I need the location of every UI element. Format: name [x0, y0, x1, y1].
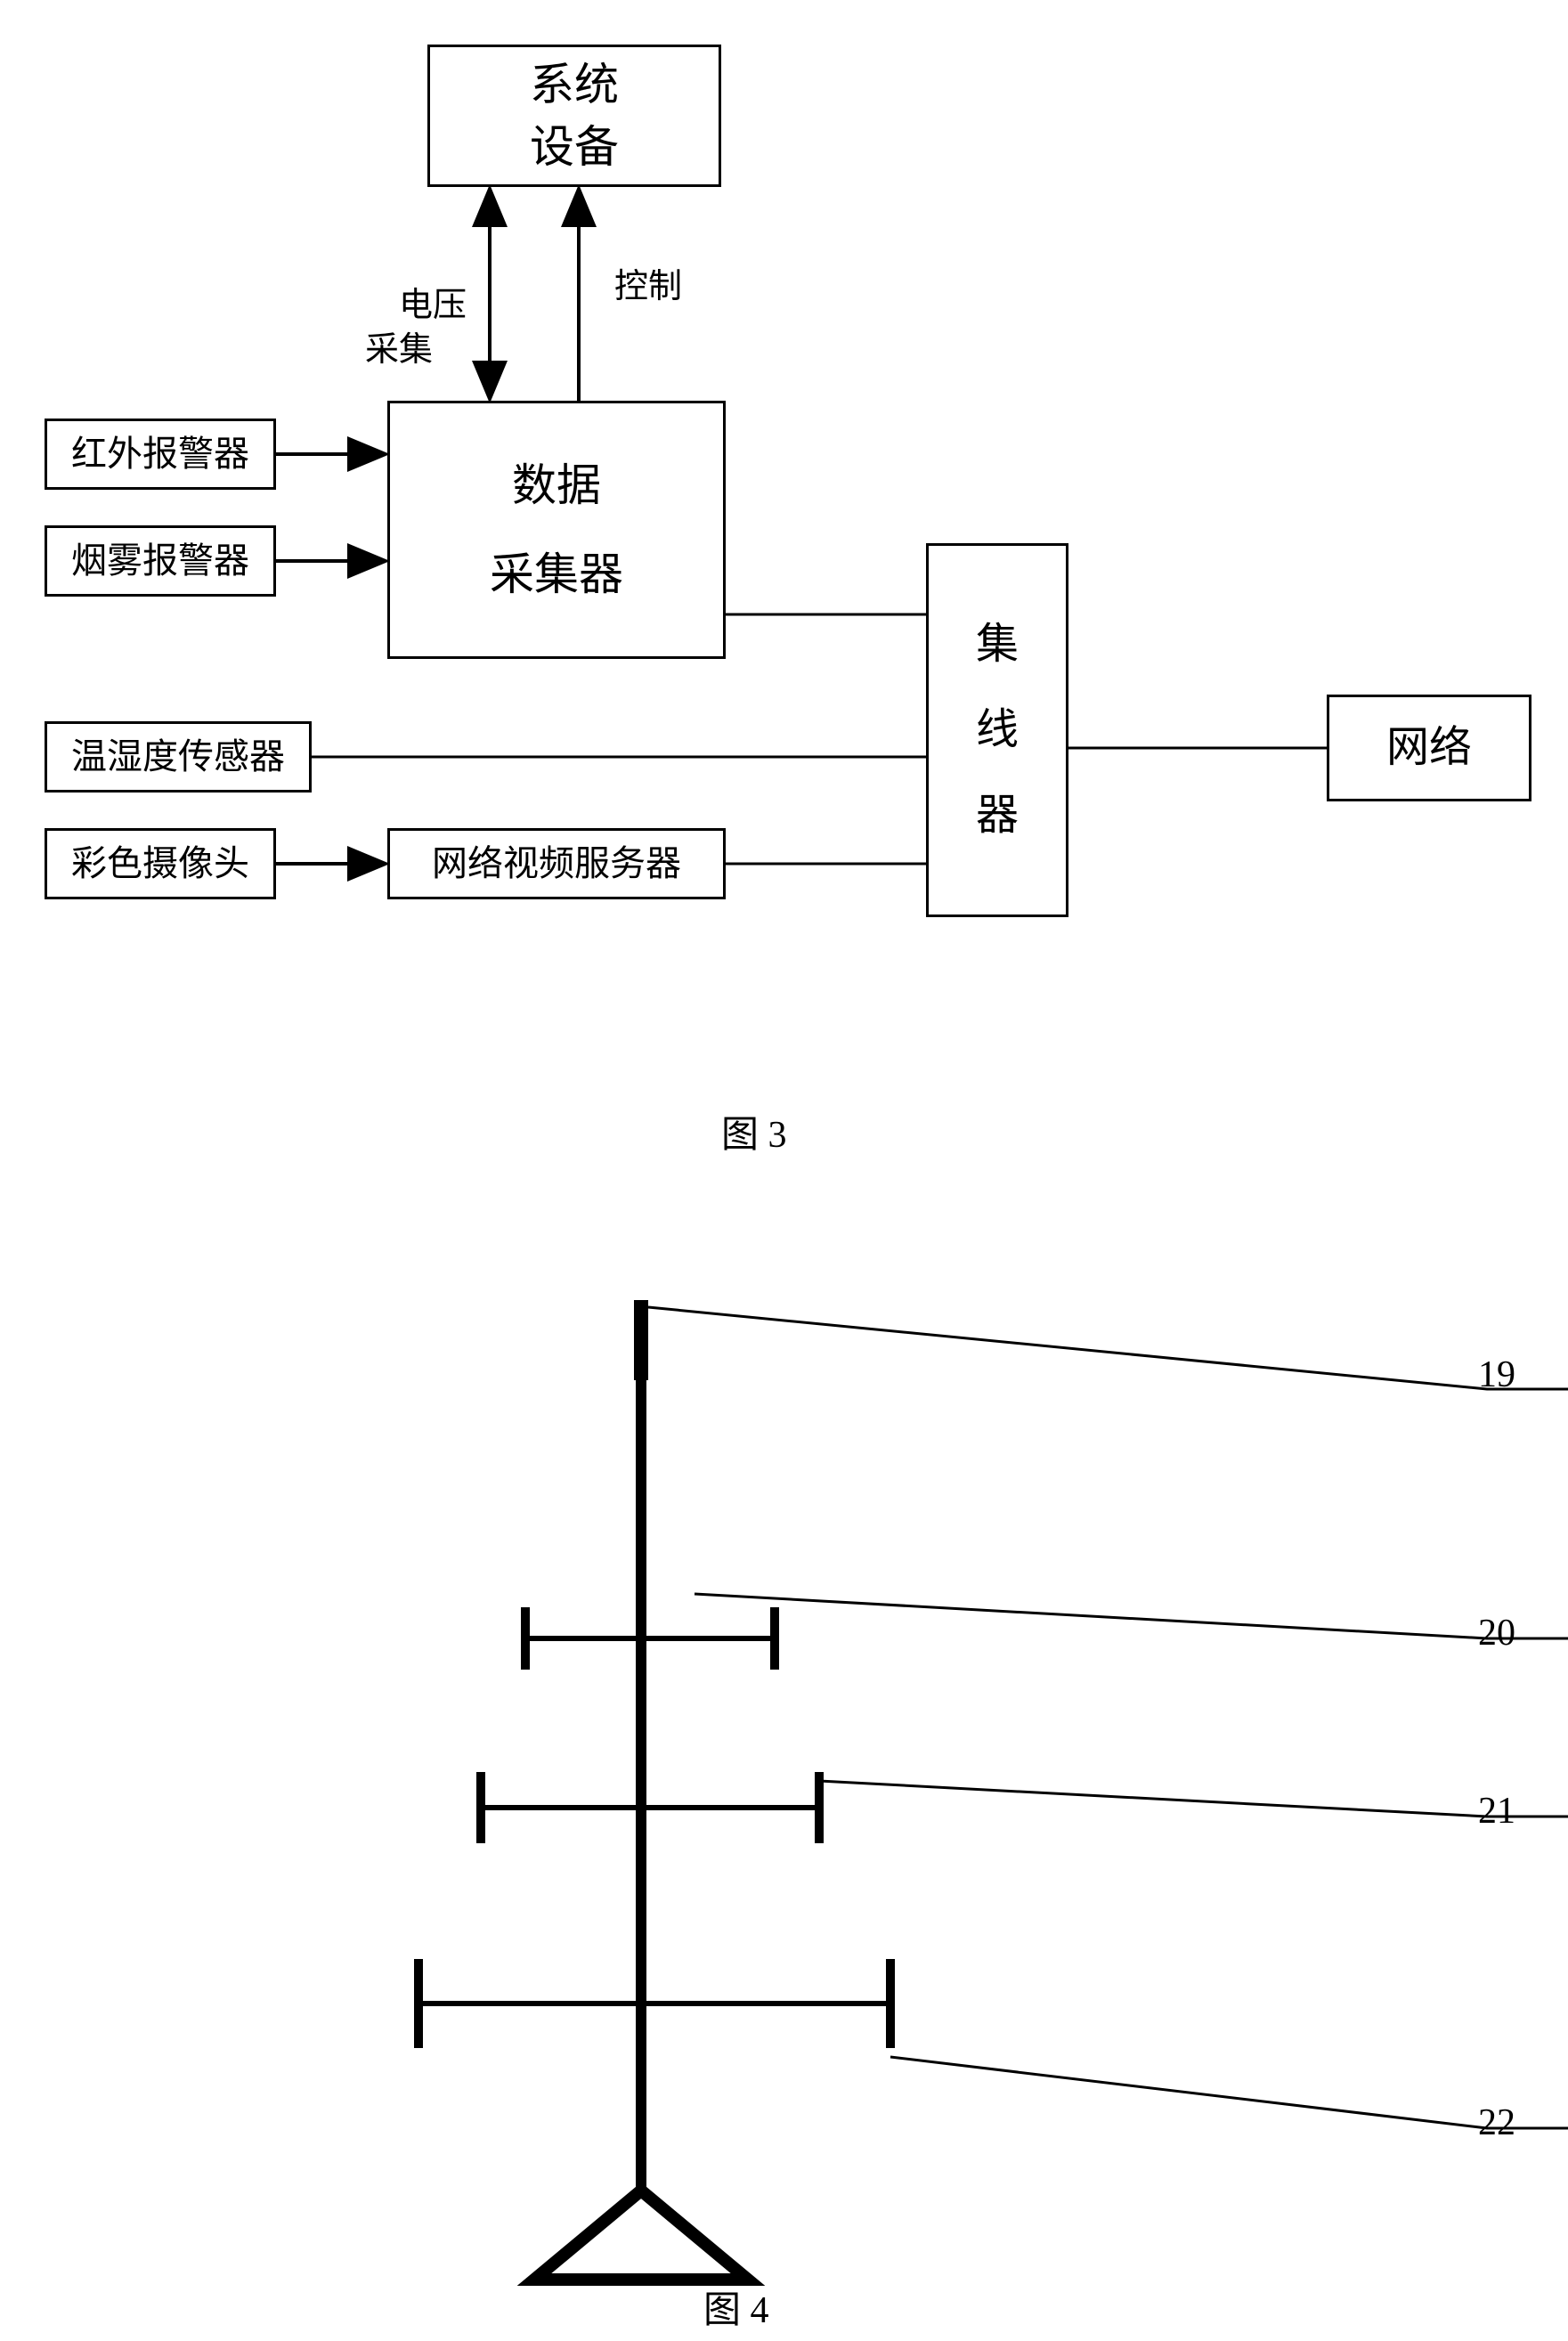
- box-label: 烟雾报警器: [71, 536, 249, 586]
- page: 系统设备 红外报警器 烟雾报警器 数据采集器 温湿度传感器 彩色摄像头 网络视频…: [18, 18, 1568, 2323]
- box-network: 网络: [1327, 695, 1531, 801]
- edge-label-text: 控制: [614, 268, 682, 305]
- box-temp-sensor: 温湿度传感器: [45, 721, 312, 793]
- box-hub: 集线器: [926, 543, 1068, 917]
- edge-label-text: 电压采集: [365, 287, 467, 368]
- figure4-drawing: [18, 18, 1568, 2323]
- leader-label: 22: [1478, 2102, 1515, 2143]
- figure4-label-21: 21: [1478, 1790, 1515, 1833]
- box-label: 红外报警器: [71, 429, 249, 479]
- leader-label: 21: [1478, 1791, 1515, 1832]
- figure4-label-19: 19: [1478, 1353, 1515, 1396]
- box-color-camera: 彩色摄像头: [45, 828, 276, 899]
- leader-label: 20: [1478, 1613, 1515, 1654]
- box-label: 网络: [1386, 718, 1472, 777]
- box-smoke-alarm: 烟雾报警器: [45, 525, 276, 597]
- box-label: 系统设备: [530, 53, 619, 178]
- figure4-caption: 图 4: [703, 2280, 769, 2334]
- box-system-device: 系统设备: [427, 45, 721, 187]
- box-ir-alarm: 红外报警器: [45, 419, 276, 490]
- figure3-connectors: [18, 18, 1568, 1175]
- box-label: 集线器: [976, 602, 1019, 858]
- box-label: 数据采集器: [490, 441, 623, 619]
- caption-text: 图 4: [703, 2290, 769, 2331]
- edge-label-control: 控制: [614, 258, 682, 307]
- edge-label-voltage: 电压采集: [365, 240, 467, 417]
- box-video-server: 网络视频服务器: [387, 828, 726, 899]
- box-data-collector: 数据采集器: [387, 401, 726, 659]
- figure3-caption: 图 3: [721, 1104, 787, 1158]
- leader-label: 19: [1478, 1354, 1515, 1395]
- box-label: 温湿度传感器: [71, 732, 285, 782]
- figure4-label-22: 22: [1478, 2101, 1515, 2144]
- box-label: 彩色摄像头: [71, 839, 249, 889]
- figure4-label-20: 20: [1478, 1612, 1515, 1654]
- caption-text: 图 3: [721, 1115, 787, 1156]
- box-label: 网络视频服务器: [432, 839, 681, 889]
